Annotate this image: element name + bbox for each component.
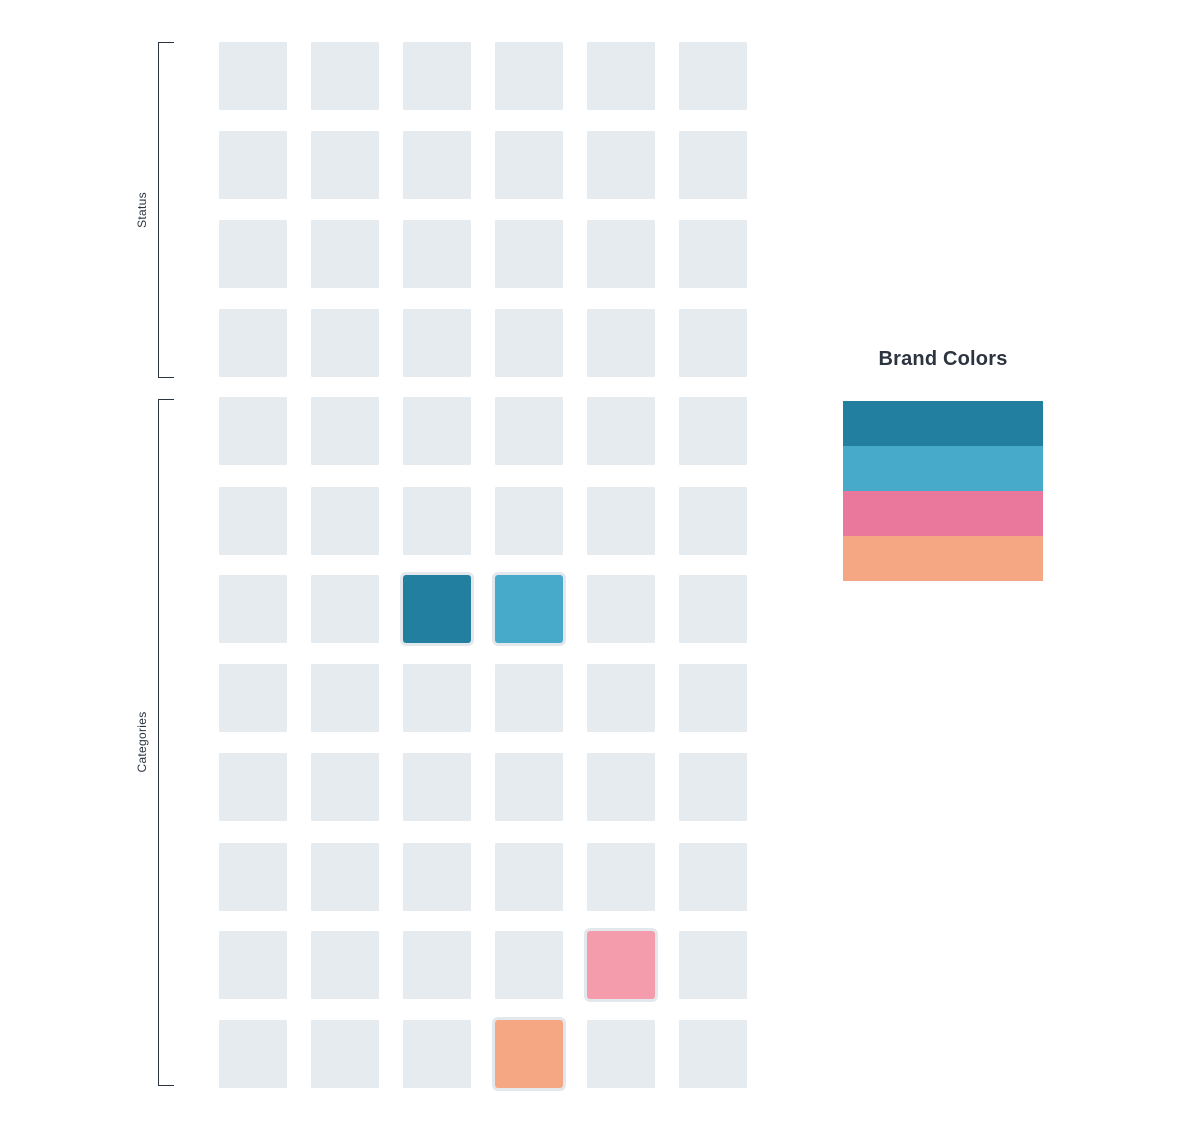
- status-tile: [495, 220, 563, 288]
- status-tile: [679, 309, 747, 377]
- category-tile: [403, 397, 471, 465]
- category-tile: [495, 664, 563, 732]
- status-tile: [587, 131, 655, 199]
- highlighted-tile: [495, 575, 563, 643]
- brand-swatch-2: [843, 446, 1043, 491]
- category-tile: [403, 843, 471, 911]
- category-tile: [587, 753, 655, 821]
- brand-swatch-stack: [843, 401, 1043, 581]
- category-tile: [219, 664, 287, 732]
- category-tile: [679, 664, 747, 732]
- category-tile: [311, 1020, 379, 1088]
- category-tile: [495, 397, 563, 465]
- brand-swatch-3: [843, 491, 1043, 536]
- status-tile: [495, 42, 563, 110]
- category-tile: [679, 487, 747, 555]
- category-tile: [679, 843, 747, 911]
- status-tile: [679, 131, 747, 199]
- category-tile: [587, 575, 655, 643]
- category-tile: [311, 753, 379, 821]
- category-tile: [679, 753, 747, 821]
- category-tile: [219, 753, 287, 821]
- category-tile: [403, 664, 471, 732]
- categories-bracket: [158, 399, 174, 1086]
- brand-colors-title: Brand Colors: [878, 348, 1008, 370]
- category-tile: [587, 397, 655, 465]
- status-tile: [311, 131, 379, 199]
- category-tile: [403, 1020, 471, 1088]
- category-tile: [495, 843, 563, 911]
- status-tile: [403, 42, 471, 110]
- category-tile: [311, 397, 379, 465]
- highlighted-tile: [403, 575, 471, 643]
- status-tile: [219, 131, 287, 199]
- category-tile: [403, 487, 471, 555]
- status-tile: [403, 131, 471, 199]
- status-tile: [311, 309, 379, 377]
- status-tile: [403, 220, 471, 288]
- status-tile: [679, 42, 747, 110]
- status-tile: [311, 42, 379, 110]
- category-tile: [495, 487, 563, 555]
- category-tile: [311, 575, 379, 643]
- category-tile: [587, 487, 655, 555]
- category-tile: [679, 931, 747, 999]
- status-tile: [311, 220, 379, 288]
- category-tile: [219, 575, 287, 643]
- category-tile: [679, 397, 747, 465]
- category-tile: [311, 664, 379, 732]
- highlighted-tile: [495, 1020, 563, 1088]
- category-tile: [679, 1020, 747, 1088]
- status-bracket: [158, 42, 174, 378]
- category-tile: [311, 843, 379, 911]
- category-tile: [219, 397, 287, 465]
- category-tile: [587, 1020, 655, 1088]
- status-tile: [587, 309, 655, 377]
- brand-swatch-4: [843, 536, 1043, 581]
- tile-grid: [219, 42, 747, 1088]
- category-tile: [219, 931, 287, 999]
- category-tile: [219, 1020, 287, 1088]
- category-tile: [311, 931, 379, 999]
- category-tile: [311, 487, 379, 555]
- category-tile: [679, 575, 747, 643]
- category-tile: [403, 931, 471, 999]
- category-tile: [587, 843, 655, 911]
- status-tile: [219, 220, 287, 288]
- category-tile: [495, 753, 563, 821]
- category-tile: [403, 753, 471, 821]
- category-tile: [219, 843, 287, 911]
- status-tile: [403, 309, 471, 377]
- status-tile: [219, 42, 287, 110]
- highlighted-tile: [587, 931, 655, 999]
- status-tile: [219, 309, 287, 377]
- category-tile: [219, 487, 287, 555]
- category-tile: [495, 931, 563, 999]
- status-tile: [587, 220, 655, 288]
- status-tile: [495, 309, 563, 377]
- category-tile: [587, 664, 655, 732]
- brand-swatch-1: [843, 401, 1043, 446]
- status-tile: [587, 42, 655, 110]
- status-tile: [495, 131, 563, 199]
- status-tile: [679, 220, 747, 288]
